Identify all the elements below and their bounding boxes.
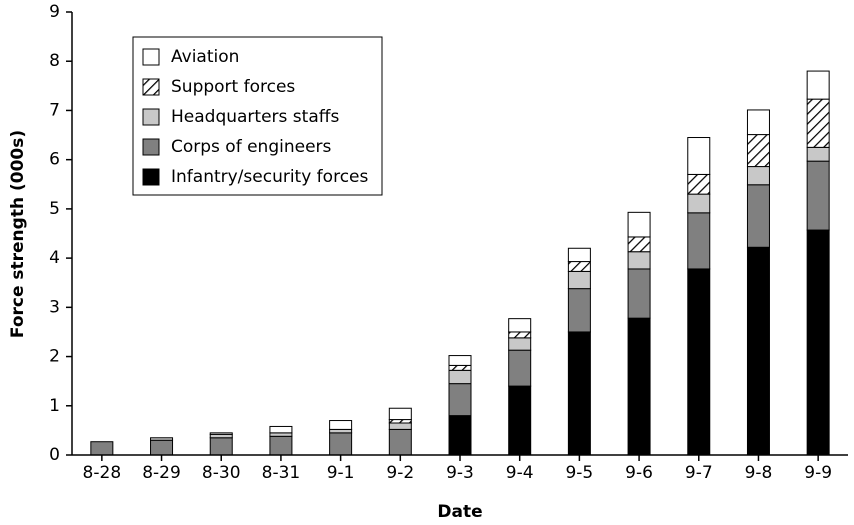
legend-label: Corps of engineers	[171, 137, 332, 157]
bar-segment	[567, 247, 591, 263]
y-tick-label: 5	[49, 199, 60, 219]
bar-segment	[508, 349, 532, 387]
y-tick-label: 4	[49, 248, 60, 268]
bar-segment	[687, 173, 711, 195]
bar-segment	[508, 385, 532, 456]
bar-segment	[746, 246, 770, 456]
x-tick-label: 9-6	[625, 463, 653, 483]
x-tick-label: 8-29	[142, 463, 181, 483]
x-tick-label: 8-28	[83, 463, 122, 483]
x-tick-label: 8-31	[262, 463, 301, 483]
legend-swatch	[142, 108, 160, 126]
bar-segment	[687, 137, 711, 175]
x-tick-label: 9-5	[565, 463, 593, 483]
bar-segment	[627, 317, 651, 456]
bar-segment	[567, 270, 591, 290]
bar-segment	[388, 422, 412, 430]
bar-segment	[448, 383, 472, 417]
bar-segment	[508, 331, 532, 339]
bar-segment	[567, 261, 591, 272]
legend-label: Infantry/security forces	[171, 167, 368, 187]
y-tick-label: 0	[49, 445, 60, 465]
bar-segment	[806, 229, 830, 456]
y-tick-label: 7	[49, 100, 60, 120]
y-axis-label: Force strength (000s)	[8, 130, 28, 338]
x-tick-label: 9-4	[506, 463, 534, 483]
bar-segment	[150, 439, 174, 456]
bar-segment	[806, 98, 830, 148]
x-tick-label: 9-7	[685, 463, 713, 483]
x-tick-label: 9-2	[386, 463, 414, 483]
bar-segment	[687, 268, 711, 456]
bar-segment	[746, 134, 770, 168]
legend-swatch	[142, 138, 160, 156]
bar-segment	[90, 441, 114, 456]
bar-segment	[746, 184, 770, 248]
legend-swatch	[142, 78, 160, 96]
bar-segment	[508, 318, 532, 333]
legend-swatch	[142, 48, 160, 66]
x-tick-label: 9-3	[446, 463, 474, 483]
legend-swatch	[142, 168, 160, 186]
bar-segment	[567, 288, 591, 333]
bar-segment	[687, 212, 711, 270]
y-tick-label: 8	[49, 51, 60, 71]
bar-segment	[746, 109, 770, 136]
bar-segment	[806, 160, 830, 231]
bar-segment	[448, 364, 472, 371]
y-tick-label: 1	[49, 396, 60, 416]
bar-segment	[209, 433, 233, 439]
bar-segment	[448, 369, 472, 385]
bar-segment	[209, 437, 233, 456]
legend-label: Headquarters staffs	[171, 107, 339, 127]
bar-segment	[388, 407, 412, 421]
bar-segment	[329, 428, 353, 434]
legend-box	[132, 36, 383, 196]
legend-label: Aviation	[171, 47, 239, 67]
bar-segment	[269, 432, 293, 437]
bar-segment	[806, 70, 830, 100]
bar-segment	[448, 355, 472, 366]
x-tick-label: 8-30	[202, 463, 241, 483]
bar-segment	[448, 415, 472, 456]
bar-segment	[329, 432, 353, 456]
x-tick-label: 9-1	[327, 463, 355, 483]
legend-label: Support forces	[171, 77, 295, 97]
bar-segment	[388, 419, 412, 424]
bar-segment	[627, 211, 651, 238]
bar-segment	[567, 331, 591, 456]
bar-segment	[388, 428, 412, 456]
bar-segment	[627, 251, 651, 270]
bar-segment	[746, 166, 770, 186]
y-tick-label: 2	[49, 347, 60, 367]
bar-segment	[508, 337, 532, 351]
bar-segment	[627, 236, 651, 253]
y-tick-label: 6	[49, 150, 60, 170]
bar-segment	[329, 420, 353, 430]
y-tick-label: 3	[49, 297, 60, 317]
x-tick-label: 9-9	[804, 463, 832, 483]
bar-segment	[806, 146, 830, 162]
bar-segment	[627, 268, 651, 319]
bar-segment	[687, 193, 711, 214]
x-tick-label: 9-8	[745, 463, 773, 483]
x-axis-label: Date	[437, 502, 482, 522]
y-tick-label: 9	[49, 2, 60, 22]
bar-segment	[269, 435, 293, 456]
bar-segment	[269, 425, 293, 434]
bar-segment	[150, 437, 174, 441]
bar-segment	[209, 432, 233, 435]
